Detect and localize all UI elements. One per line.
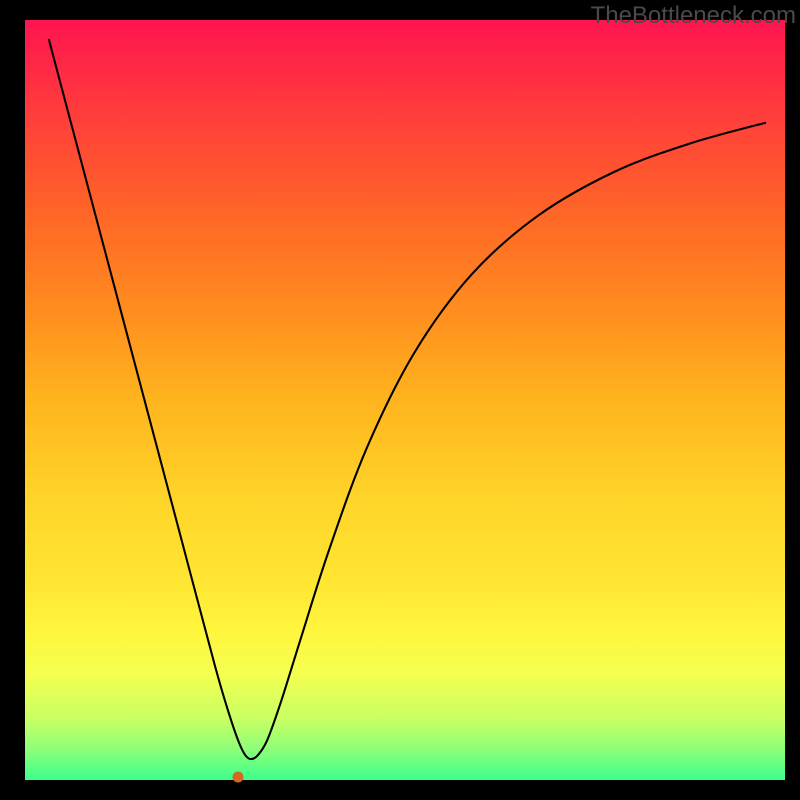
bottleneck-curve [25,20,785,780]
plot-area [25,20,785,780]
watermark-text: TheBottleneck.com [591,2,796,30]
minimum-point-marker [233,772,244,783]
